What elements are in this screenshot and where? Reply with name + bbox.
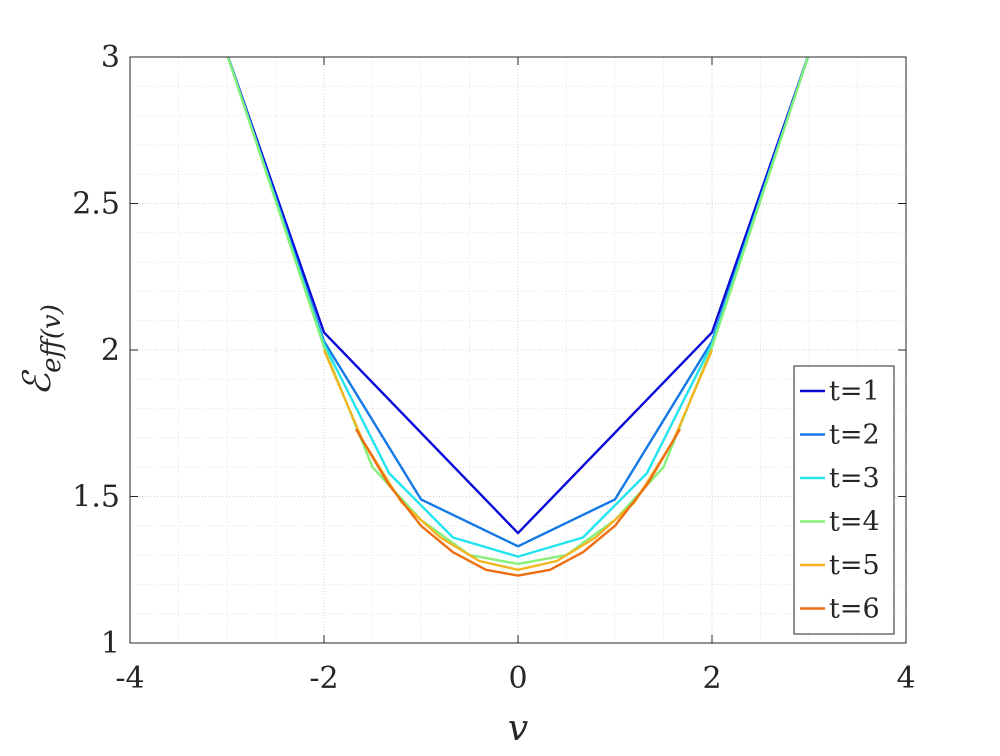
series-line-5 <box>322 349 714 571</box>
legend-label-4: t=4 <box>829 507 880 538</box>
x-tick-label: -4 <box>115 661 144 696</box>
x-tick-label: 0 <box>508 661 527 696</box>
y-tick-label: 2.5 <box>72 187 120 222</box>
x-tick-label: 2 <box>702 661 721 696</box>
series-line-1 <box>226 57 810 535</box>
series-lines <box>226 57 810 577</box>
y-tick-label: 1.5 <box>72 480 120 515</box>
legend-label-1: t=1 <box>829 376 880 407</box>
x-tick-label: 4 <box>896 661 915 696</box>
y-axis-label: ℰeff(v) <box>15 304 67 396</box>
series-line-6 <box>354 428 682 577</box>
legend-box <box>793 365 895 635</box>
x-tick-label: -2 <box>309 661 338 696</box>
series-line-3 <box>226 57 810 558</box>
legend-label-2: t=2 <box>829 420 880 451</box>
legend: t=1 t=2 t=3 t=4 t=5 t=6 <box>793 365 895 635</box>
y-tick-label: 2 <box>101 333 120 368</box>
y-axis-label-subscript: eff(v) <box>37 304 67 373</box>
axis-ticks <box>129 56 907 644</box>
tick-labels: -4 -2 0 2 4 1 1.5 2 2.5 3 <box>72 40 915 696</box>
y-tick-label: 1 <box>101 626 120 661</box>
svg-text:ℰeff(v): ℰeff(v) <box>15 304 67 396</box>
x-axis-label: v <box>508 708 528 749</box>
legend-label-5: t=5 <box>829 550 880 581</box>
y-axis-label-main: ℰ <box>15 369 59 396</box>
legend-label-3: t=3 <box>829 463 880 494</box>
y-tick-label: 3 <box>101 40 120 75</box>
legend-label-6: t=6 <box>829 594 880 625</box>
